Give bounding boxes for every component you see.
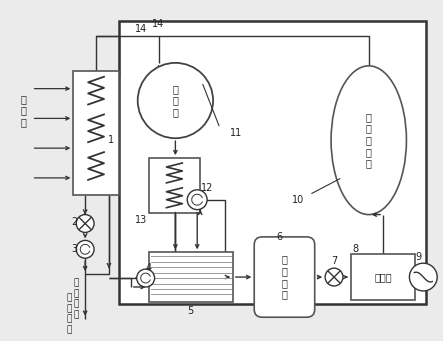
Text: 5: 5 xyxy=(187,306,194,316)
Text: 6: 6 xyxy=(276,233,283,242)
Ellipse shape xyxy=(331,66,406,214)
Circle shape xyxy=(76,240,94,258)
Text: 2: 2 xyxy=(71,217,78,226)
Circle shape xyxy=(137,269,155,287)
Text: 冷
气
输
出: 冷 气 输 出 xyxy=(74,279,79,319)
Circle shape xyxy=(409,263,437,291)
Circle shape xyxy=(138,63,213,138)
Bar xyxy=(119,21,426,304)
Text: 13: 13 xyxy=(135,214,147,224)
Text: 大
气
热: 大 气 热 xyxy=(21,94,27,127)
Text: 9: 9 xyxy=(415,252,421,262)
Text: 高
压
冷
媒: 高 压 冷 媒 xyxy=(282,255,288,299)
Text: 10: 10 xyxy=(292,195,304,205)
Circle shape xyxy=(325,268,343,286)
Text: 8: 8 xyxy=(353,244,359,254)
Text: 11: 11 xyxy=(230,128,242,138)
Text: 7: 7 xyxy=(331,256,337,266)
FancyBboxPatch shape xyxy=(254,237,315,317)
Bar xyxy=(148,158,200,212)
Text: 乏
气
收
集
室: 乏 气 收 集 室 xyxy=(366,112,372,168)
Bar xyxy=(73,71,119,195)
Text: 1: 1 xyxy=(108,135,114,145)
Text: 4: 4 xyxy=(146,263,152,273)
Text: 12: 12 xyxy=(201,183,214,193)
Text: 14: 14 xyxy=(152,19,165,29)
Bar xyxy=(351,254,416,300)
Text: 冷
气
输
出: 冷 气 输 出 xyxy=(66,294,72,334)
Circle shape xyxy=(187,190,207,210)
Bar xyxy=(148,252,233,302)
Text: 3: 3 xyxy=(71,244,78,254)
Text: 压
缩
机: 压 缩 机 xyxy=(172,84,179,117)
Text: 透平机: 透平机 xyxy=(374,272,392,282)
Text: 14: 14 xyxy=(135,24,147,34)
Circle shape xyxy=(76,214,94,233)
